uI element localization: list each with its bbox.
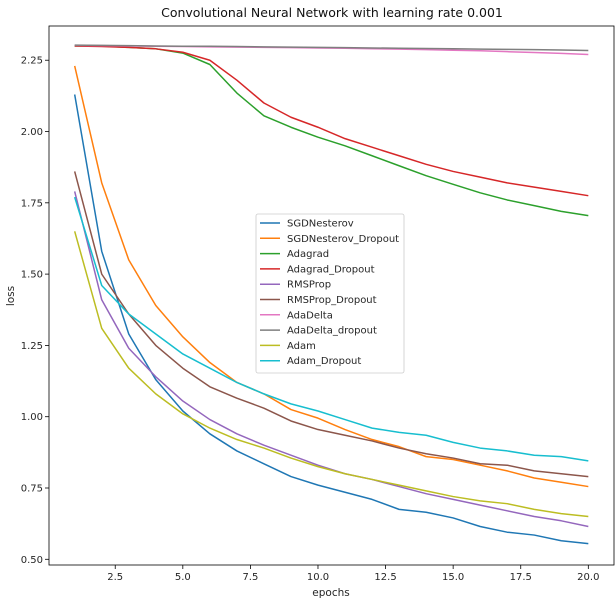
legend-entry: AdaDelta	[287, 310, 333, 321]
legend-entry: Adagrad_Dropout	[287, 264, 375, 275]
y-tick-label: 1.50	[21, 270, 43, 281]
legend-entry: AdaDelta_dropout	[287, 326, 377, 337]
y-tick-label: 2.00	[21, 127, 43, 138]
x-tick-label: 7.5	[242, 572, 258, 583]
legend-entry: Adam	[287, 341, 316, 352]
x-tick-label: 12.5	[374, 572, 396, 583]
y-tick-label: 1.25	[21, 341, 43, 352]
y-tick-label: 1.00	[21, 412, 43, 423]
series-line-8	[73, 231, 589, 518]
y-tick-label: 1.75	[21, 198, 43, 209]
x-tick-label: 20.0	[577, 572, 599, 583]
legend-entry: SGDNesterov	[287, 219, 354, 230]
series-line-9	[73, 196, 589, 462]
y-tick-label: 0.75	[21, 484, 43, 495]
y-axis-label: loss	[5, 286, 17, 306]
x-tick-label: 10.0	[307, 572, 329, 583]
legend-entry: RMSProp_Dropout	[287, 295, 377, 306]
x-tick-label: 2.5	[107, 572, 123, 583]
x-tick-label: 5.0	[175, 572, 191, 583]
legend-entry: Adagrad	[287, 249, 329, 260]
x-tick-label: 17.5	[510, 572, 532, 583]
x-axis: 2.5 5.0 7.5 10.0 12.5 15.0 17.5 20.0	[107, 565, 599, 583]
x-tick-label: 15.0	[442, 572, 464, 583]
plot-frame	[48, 25, 615, 566]
legend-entry: Adam_Dropout	[287, 356, 361, 367]
legend-entry: SGDNesterov_Dropout	[287, 234, 399, 245]
y-axis: 0.50 0.75 1.00 1.25 1.50 1.75 2.00 2.25	[21, 56, 49, 566]
legend-entry: RMSProp	[287, 280, 331, 291]
series-line-1	[73, 65, 589, 488]
y-tick-label: 0.50	[21, 555, 43, 566]
series-line-0	[73, 94, 589, 545]
legend: SGDNesterov SGDNesterov_Dropout Adagrad Ada…	[255, 213, 405, 374]
series-line-7	[74, 44, 589, 52]
y-tick-label: 2.25	[21, 56, 43, 67]
series-line-3	[74, 45, 589, 197]
chart-title: Convolutional Neural Network with learni…	[161, 5, 503, 20]
series-line-5	[73, 171, 589, 478]
series-layer	[73, 44, 589, 545]
legend-box	[255, 213, 405, 374]
x-axis-label: epochs	[312, 587, 349, 599]
